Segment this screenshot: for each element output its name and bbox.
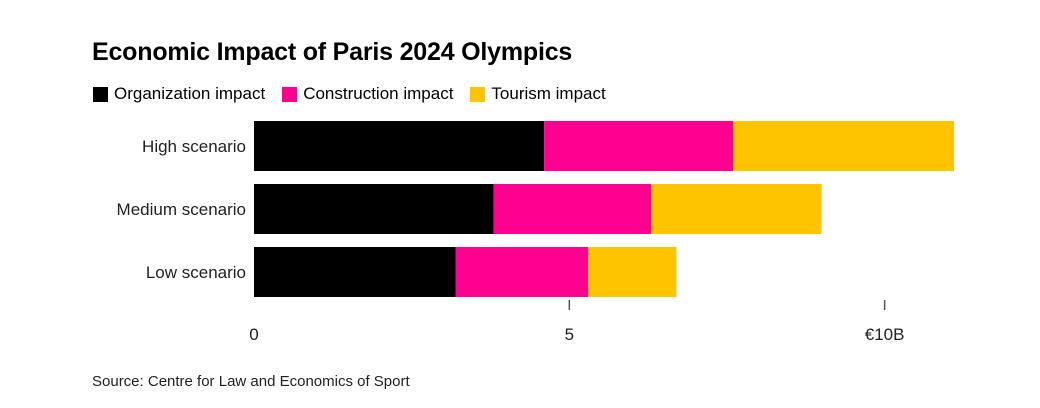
x-tick-label-1: 5 [565, 325, 574, 344]
category-label-medium-scenario: Medium scenario [117, 200, 246, 219]
bar-medium-scenario-tourism [651, 184, 822, 234]
x-tick-label-2: €10B [865, 325, 905, 344]
bar-low-scenario-construction [455, 247, 589, 297]
x-tick-label-0: 0 [249, 325, 258, 344]
bar-medium-scenario-organization [254, 184, 494, 234]
bar-high-scenario-construction [544, 121, 734, 171]
bar-low-scenario-organization [254, 247, 456, 297]
legend-label-construction: Construction impact [303, 84, 454, 103]
bar-high-scenario-tourism [733, 121, 954, 171]
legend-swatch-organization [93, 86, 108, 102]
bar-low-scenario-tourism [588, 247, 677, 297]
legend-swatch-construction [282, 86, 298, 102]
legend-swatch-tourism [470, 86, 486, 102]
legend-item-organization: Organization impact [93, 84, 265, 104]
bar-medium-scenario-construction [493, 184, 652, 234]
bar-high-scenario-organization [254, 121, 545, 171]
source-note: Source: Centre for Law and Economics of … [92, 373, 410, 390]
chart-legend: Organization impact Construction impact … [93, 84, 623, 104]
chart-title: Economic Impact of Paris 2024 Olympics [92, 38, 573, 66]
legend-item-tourism: Tourism impact [470, 84, 606, 104]
category-label-high-scenario: High scenario [142, 137, 246, 156]
legend-label-organization: Organization impact [114, 84, 266, 103]
category-label-low-scenario: Low scenario [146, 263, 246, 282]
legend-label-tourism: Tourism impact [491, 84, 606, 103]
legend-item-construction: Construction impact [282, 84, 453, 104]
